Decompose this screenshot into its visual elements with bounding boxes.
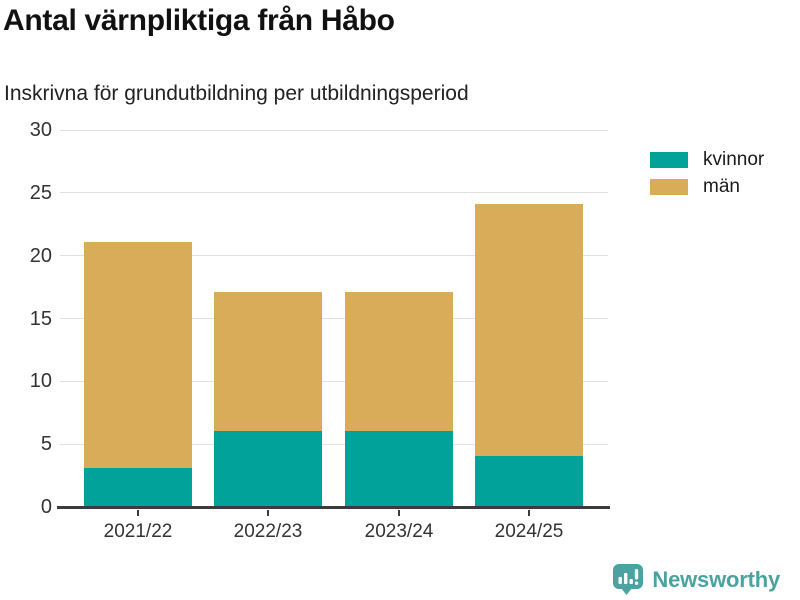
- legend-label-kvinnor: kvinnor: [703, 149, 765, 170]
- x-axis-label: 2024/25: [494, 521, 564, 542]
- x-axis-tick: [528, 510, 530, 516]
- bar-2022-23: [214, 292, 322, 506]
- brand-name: Newsworthy: [652, 567, 780, 592]
- bar-2021-22: [84, 242, 192, 506]
- gridline: [60, 318, 608, 319]
- chart-title: Antal värnpliktiga från Håbo: [3, 4, 395, 37]
- gridline: [60, 255, 608, 257]
- gridline: [60, 443, 608, 445]
- x-axis-line: [57, 506, 610, 509]
- gridline: [60, 192, 608, 194]
- y-axis-tick-label: 25: [29, 181, 52, 204]
- legend-swatch-man: [650, 179, 688, 195]
- bar-segment-män: [345, 292, 453, 431]
- y-axis-tick-label: 30: [29, 119, 52, 141]
- x-axis-tick: [267, 510, 269, 516]
- x-axis-tick: [137, 510, 139, 516]
- bar-segment-män: [84, 242, 192, 469]
- legend-swatch-kvinnor: [650, 152, 688, 168]
- bar-segment-kvinnor: [345, 430, 453, 506]
- legend: kvinnor män: [650, 149, 764, 203]
- y-axis-tick-label: 20: [29, 244, 52, 267]
- x-axis-label: 2023/24: [364, 521, 434, 542]
- bar-segment-kvinnor: [214, 430, 322, 506]
- plot-area: 0 5 10 15 20 25 30 2021/22 2022/23 2023/24 2024/25: [30, 119, 610, 542]
- x-axis-label: 2022/23: [233, 521, 303, 542]
- x-axis-tick: [398, 510, 400, 516]
- bar-segment-män: [214, 292, 322, 431]
- gridline: [60, 129, 608, 131]
- bar-2024-25: [475, 204, 583, 506]
- bar-segment-kvinnor: [475, 455, 583, 506]
- y-axis-tick-label: 5: [40, 433, 52, 456]
- chart-subtitle: Inskrivna för grundutbildning per utbild…: [4, 82, 469, 105]
- y-axis-tick-label: 15: [29, 307, 52, 330]
- legend-label-man: män: [703, 176, 740, 197]
- legend-item-kvinnor: kvinnor: [650, 149, 764, 171]
- y-axis-tick-label: 0: [40, 496, 52, 518]
- x-axis-label: 2021/22: [103, 521, 173, 542]
- newsworthy-logo-icon: [613, 564, 644, 595]
- bar-segment-män: [475, 204, 583, 456]
- legend-item-man: män: [650, 176, 764, 198]
- bar-segment-kvinnor: [84, 468, 192, 506]
- brand-footer: Newsworthy: [612, 564, 780, 596]
- y-axis-tick-label: 10: [29, 370, 52, 393]
- bar-2023-24: [345, 292, 453, 506]
- gridline: [60, 380, 608, 382]
